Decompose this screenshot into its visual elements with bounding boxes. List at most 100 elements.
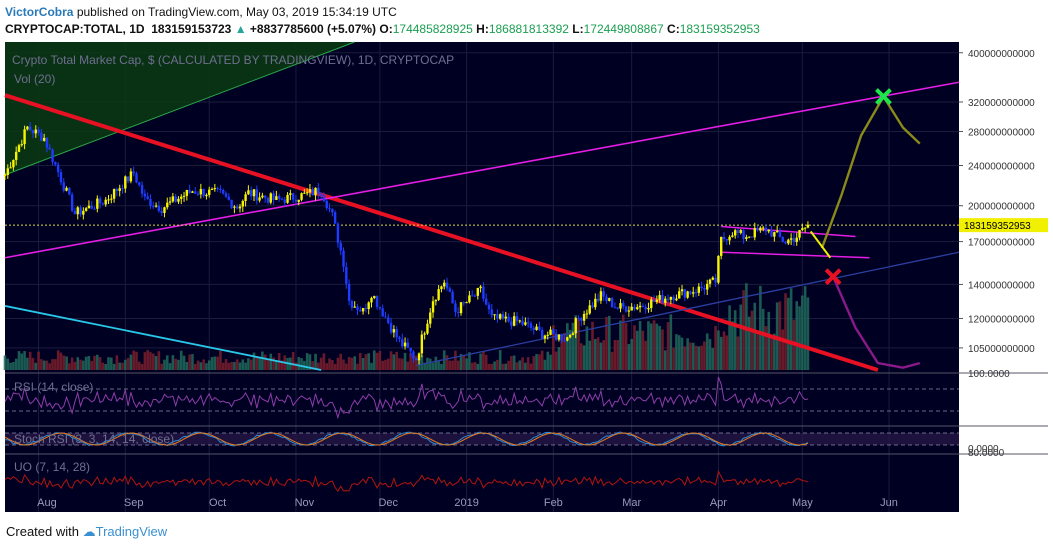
candle	[588, 305, 591, 314]
chart-area[interactable]: 400000000000 320000000000 280000000000 2400…	[0, 40, 1053, 514]
volume-bar	[191, 354, 194, 370]
y-tick-label: 105000000000	[968, 344, 1035, 355]
candle	[532, 327, 535, 330]
candle	[585, 313, 589, 315]
candle	[258, 197, 261, 201]
low-label: L:	[572, 22, 584, 36]
x-tick-label: Sep	[124, 497, 144, 509]
candle	[118, 188, 121, 191]
volume-bar	[389, 351, 393, 370]
candle	[342, 250, 345, 267]
volume-bar	[566, 323, 569, 370]
candle	[303, 192, 306, 194]
volume-bar	[686, 338, 689, 370]
volume-bar	[521, 357, 524, 370]
candle	[98, 198, 102, 204]
candle	[775, 231, 779, 233]
last-price: 183159153723	[151, 22, 232, 36]
volume-bar	[649, 323, 653, 370]
volume-bar	[756, 332, 759, 370]
candle	[610, 298, 614, 308]
candle	[14, 151, 18, 160]
volume-bar	[356, 363, 359, 370]
candle	[297, 199, 300, 202]
volume-bar	[532, 356, 536, 370]
candle	[213, 188, 217, 190]
volume-bar	[233, 361, 236, 370]
candle	[230, 199, 233, 208]
volume-bar	[372, 350, 376, 370]
author-link[interactable]: VictorCobra	[5, 5, 74, 19]
volume-bar	[258, 356, 261, 370]
candle	[54, 162, 57, 165]
candle	[353, 306, 356, 308]
candle	[700, 286, 703, 288]
candle	[17, 145, 21, 152]
volume-bar	[591, 321, 594, 370]
volume-bar	[59, 352, 63, 370]
candle	[73, 210, 77, 215]
volume-bar	[549, 354, 552, 370]
volume-bar	[787, 297, 790, 370]
volume-bar	[65, 356, 68, 370]
candle	[28, 126, 32, 131]
published-text: published on TradingView.com, May 03, 20…	[76, 5, 397, 19]
volume-bar	[280, 360, 284, 370]
candle	[761, 227, 765, 229]
close-label: C:	[667, 22, 680, 36]
volume-bar	[543, 359, 547, 370]
candle	[476, 287, 480, 296]
candle	[314, 187, 317, 196]
candle	[93, 208, 96, 210]
volume-bar	[515, 362, 519, 370]
blue-support-line	[416, 251, 960, 367]
x-tick-label: Mar	[622, 497, 641, 509]
candle	[84, 208, 88, 211]
volume-bar	[221, 362, 225, 370]
volume-bar	[661, 329, 664, 370]
volume-bar	[9, 362, 12, 370]
volume-bar	[479, 353, 482, 370]
candle	[219, 188, 222, 190]
candle	[622, 303, 625, 307]
volume-bar	[750, 310, 754, 370]
projection-up-path	[820, 94, 921, 249]
candle	[661, 295, 664, 303]
high-value: 186881813392	[488, 22, 569, 36]
volume-bar	[747, 316, 751, 370]
volume-bar	[767, 311, 771, 370]
volume-bar	[308, 354, 312, 370]
volume-bar	[652, 320, 656, 370]
volume-bar	[73, 361, 77, 370]
volume-bar	[552, 325, 555, 370]
candle	[703, 287, 706, 290]
volume-bar	[700, 345, 703, 370]
candle	[289, 193, 292, 195]
candle	[37, 129, 40, 133]
volume-bar	[605, 316, 608, 370]
candle	[166, 202, 169, 208]
candle	[571, 333, 575, 335]
volume-bar	[680, 337, 684, 370]
volume-bar	[571, 322, 575, 370]
tradingview-brand[interactable]: TradingView	[95, 524, 168, 539]
candle	[524, 322, 527, 325]
volume-bar	[588, 340, 592, 370]
candle	[764, 227, 768, 232]
volume-bar	[12, 362, 15, 370]
candle	[672, 296, 675, 301]
change-arrow-icon: ▲	[234, 22, 247, 36]
volume-bar	[62, 355, 66, 370]
candle	[529, 323, 533, 328]
x-tick-label: Jun	[880, 497, 898, 509]
volume-bar	[476, 363, 480, 370]
candle	[473, 295, 477, 297]
volume-bar	[658, 325, 661, 370]
volume-bar	[705, 333, 709, 370]
price-scale[interactable]	[959, 42, 1048, 512]
volume-bar	[535, 354, 538, 370]
stoch-d-line	[4, 432, 809, 446]
volume-bar	[501, 363, 505, 370]
candle	[582, 313, 586, 321]
volume-bar	[482, 351, 485, 370]
